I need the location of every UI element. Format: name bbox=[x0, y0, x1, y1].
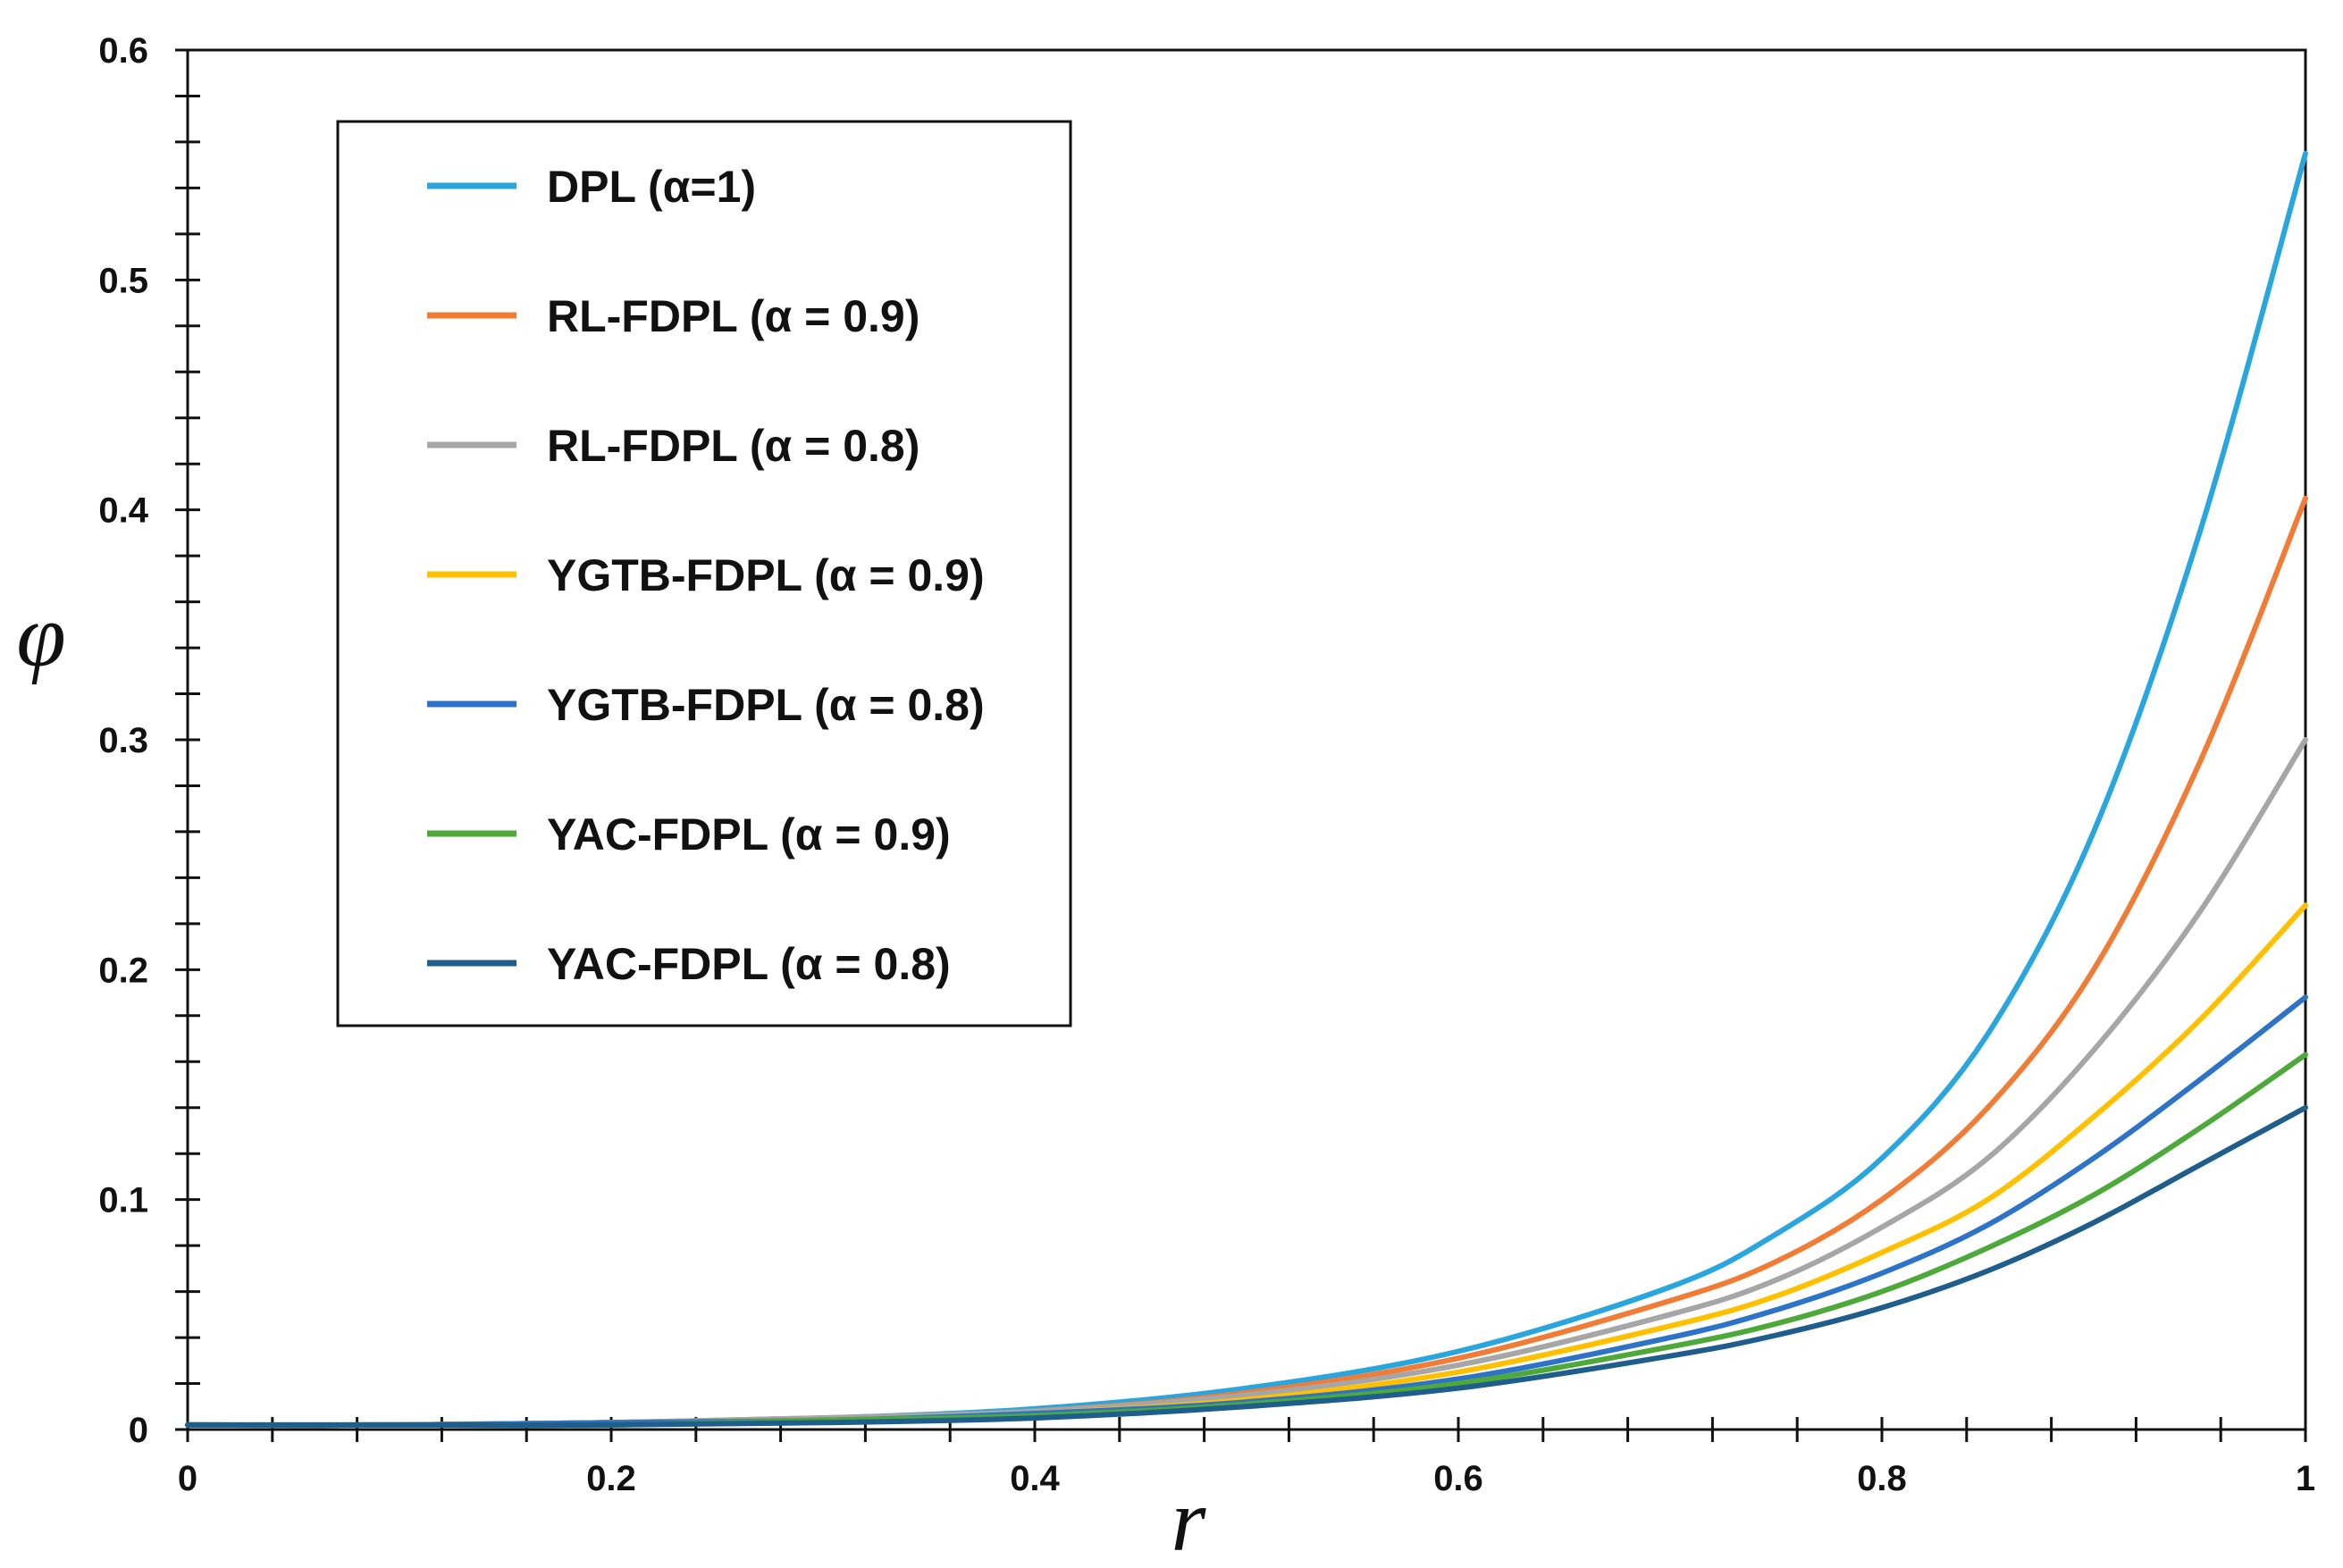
y-tick-label: 0.5 bbox=[98, 261, 148, 300]
y-axis-label: φ bbox=[16, 586, 65, 685]
legend-label: RL-FDPL (α = 0.8) bbox=[547, 421, 920, 471]
y-tick-label: 0.1 bbox=[98, 1181, 148, 1220]
x-tick-label: 0.2 bbox=[586, 1459, 636, 1498]
series-line-5 bbox=[185, 994, 2308, 1429]
legend-label: YAC-FDPL (α = 0.9) bbox=[547, 809, 951, 859]
y-tick-label: 0.3 bbox=[98, 721, 148, 760]
y-tick-label: 0 bbox=[129, 1411, 148, 1450]
legend-label: YAC-FDPL (α = 0.8) bbox=[547, 939, 951, 989]
x-axis-label: r bbox=[1172, 1471, 1207, 1568]
legend: DPL (α=1) RL-FDPL (α = 0.9) RL-FDPL (α = 0… bbox=[336, 120, 1072, 1027]
x-tick-label: 0.8 bbox=[1857, 1459, 1907, 1498]
y-tick-label: 0.6 bbox=[98, 31, 148, 71]
legend-label: DPL (α=1) bbox=[547, 162, 756, 212]
axis-ticks: 0 0.2 0.4 0.6 0.8 1 0 0.1 0.2 0.3 0.4 0.5 0.6 bbox=[98, 31, 2315, 1498]
series-lines bbox=[185, 150, 2308, 1429]
legend-label: YGTB-FDPL (α = 0.8) bbox=[547, 680, 985, 730]
legend-label: YGTB-FDPL (α = 0.9) bbox=[547, 550, 985, 600]
x-tick-label: 0.6 bbox=[1433, 1459, 1483, 1498]
series-line-7 bbox=[185, 1104, 2308, 1429]
x-tick-label: 1 bbox=[2296, 1459, 2315, 1498]
y-tick-label: 0.2 bbox=[98, 951, 148, 990]
y-tick-label: 0.4 bbox=[98, 491, 148, 531]
x-tick-label: 0.4 bbox=[1010, 1459, 1060, 1498]
legend-label: RL-FDPL (α = 0.9) bbox=[547, 291, 920, 341]
x-tick-label: 0 bbox=[178, 1459, 197, 1498]
